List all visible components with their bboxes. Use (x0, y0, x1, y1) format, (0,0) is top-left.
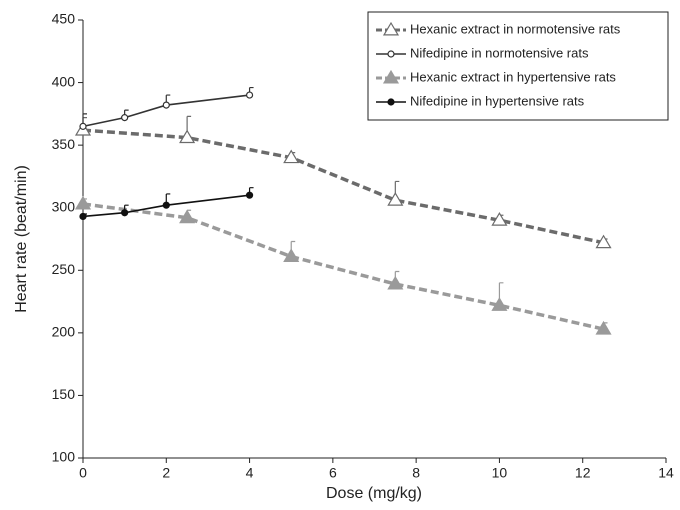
x-axis-label: Dose (mg/kg) (326, 485, 422, 502)
data-point (179, 129, 196, 144)
y-tick-label: 100 (52, 449, 76, 465)
y-tick-label: 300 (52, 198, 76, 214)
data-point (121, 114, 129, 122)
data-point (283, 248, 300, 263)
legend-marker (382, 69, 400, 84)
data-point (491, 212, 508, 226)
legend-label: Nifedipine in hypertensive rats (410, 93, 585, 108)
legend: Hexanic extract in normotensive rats Nife… (367, 11, 669, 121)
series-line (82, 194, 250, 218)
y-tick-label: 450 (52, 11, 76, 27)
data-point (595, 320, 612, 335)
data-point (283, 149, 300, 164)
series-line (82, 128, 604, 245)
legend-marker (382, 21, 400, 36)
x-tick-label: 6 (329, 465, 337, 481)
data-point (79, 122, 87, 130)
x-tick-label: 12 (575, 465, 591, 481)
y-tick-label: 200 (52, 324, 76, 340)
y-axis-label: Heart rate (beat/min) (13, 165, 30, 313)
data-point (387, 275, 404, 290)
series-line (82, 202, 604, 331)
data-point (245, 91, 254, 99)
x-tick-label: 10 (492, 465, 508, 481)
legend-box (367, 11, 669, 121)
x-tick-label: 2 (162, 465, 170, 481)
y-tick-label: 400 (52, 73, 76, 89)
data-point (387, 192, 404, 206)
data-point (162, 201, 170, 209)
y-tick-label: 350 (52, 136, 76, 152)
data-point (74, 195, 92, 210)
x-tick-label: 14 (658, 465, 674, 481)
data-point (179, 209, 196, 224)
series-line (82, 94, 250, 128)
x-tick-label: 0 (79, 465, 87, 481)
data-point (121, 209, 129, 217)
data-point (79, 212, 87, 221)
data-point (491, 297, 508, 311)
legend-label: Hexanic extract in normotensive rats (410, 21, 621, 36)
x-tick-label: 8 (412, 465, 420, 481)
data-point (245, 191, 254, 199)
legend-marker (387, 98, 395, 106)
x-tick-label: 4 (246, 465, 254, 481)
legend-marker (387, 50, 395, 58)
y-tick-label: 150 (52, 386, 76, 402)
data-point (595, 234, 612, 249)
legend-label: Nifedipine in normotensive rats (410, 45, 589, 60)
legend-label: Hexanic extract in hypertensive rats (410, 69, 616, 84)
data-point (162, 101, 170, 109)
y-tick-label: 250 (52, 261, 76, 277)
